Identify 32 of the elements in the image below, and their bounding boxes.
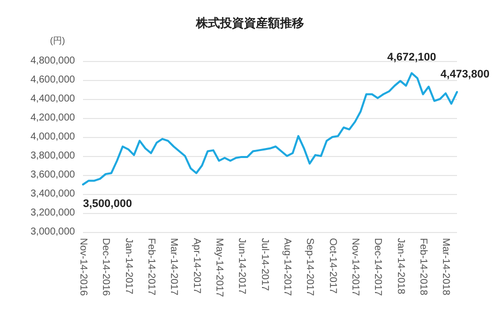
data-label: 4,672,100 (387, 52, 436, 64)
y-tick-label: 4,200,000 (30, 112, 76, 124)
x-tick-label: Mar-14-2018 (440, 238, 452, 296)
y-tick-label: 4,800,000 (30, 56, 76, 66)
y-tick-label: 3,200,000 (30, 208, 76, 218)
x-tick-label: Aug-14-2017 (282, 238, 292, 296)
chart-title: 株式投資資産額推移 (195, 16, 304, 30)
x-tick-label: Feb-14-2018 (418, 238, 428, 296)
y-tick-label: 4,400,000 (30, 94, 76, 104)
x-tick-label: Dec-14-2017 (372, 238, 384, 296)
y-tick-label: 4,000,000 (30, 132, 76, 142)
x-tick-label: Nov-14-2016 (78, 238, 88, 296)
data-label: 4,473,800 (440, 68, 490, 80)
y-tick-label: 3,800,000 (30, 150, 76, 162)
x-tick-label: Oct-14-2017 (326, 238, 338, 294)
x-tick-label: Apr-14-2017 (190, 238, 202, 294)
x-tick-label: Jan-14-2017 (122, 238, 134, 295)
x-tick-label: Sep-14-2017 (304, 238, 316, 296)
y-tick-label: 4,600,000 (30, 74, 76, 86)
x-tick-label: Jun-14-2017 (236, 238, 248, 295)
x-tick-label: Dec-14-2016 (100, 238, 112, 296)
y-tick-label: 3,400,000 (30, 188, 76, 200)
data-label: 3,500,000 (83, 198, 132, 210)
x-tick-label: Mar-14-2017 (168, 238, 180, 296)
y-axis-title: (円) (50, 36, 65, 46)
y-tick-label: 3,000,000 (30, 226, 76, 238)
x-tick-label: May-14-2017 (214, 238, 224, 298)
x-tick-label: Jan-14-2018 (394, 238, 406, 295)
x-tick-label: Jul-14-2017 (258, 238, 270, 292)
x-tick-label: Nov-14-2017 (350, 238, 360, 296)
y-tick-label: 3,600,000 (30, 170, 76, 180)
x-tick-label: Feb-14-2017 (146, 238, 156, 296)
